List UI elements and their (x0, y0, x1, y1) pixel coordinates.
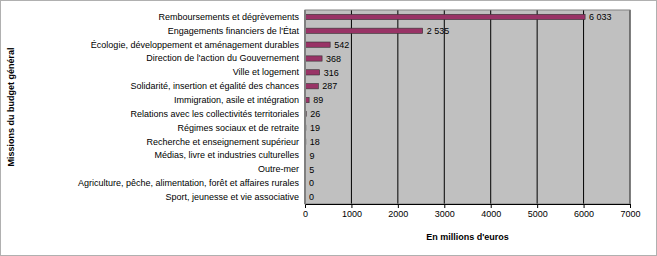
bar (305, 70, 320, 75)
y-tick: Engagements financiers de l'État (168, 26, 300, 36)
x-tick-label: 3000 (435, 209, 455, 219)
x-tick: 1000 (342, 204, 362, 219)
y-tick-label: Médias, livre et industries culturelles (154, 150, 299, 160)
y-tick-label: Sport, jeunesse et vie associative (165, 192, 299, 202)
data-label: 5 (309, 165, 314, 175)
y-tick: Médias, livre et industries culturelles (154, 150, 299, 160)
y-axis-title: Missions du budget général (6, 47, 16, 166)
x-tick-mark (444, 204, 445, 208)
data-label: 368 (326, 54, 341, 64)
bar (305, 14, 585, 19)
grid-line (490, 10, 491, 204)
data-label: 287 (322, 81, 337, 91)
y-tick: Ville et logement (233, 67, 300, 77)
grid-line (444, 10, 445, 204)
outer-frame (1, 1, 657, 256)
plot: 6 0332 535542368316287892619189500010002… (78, 10, 640, 219)
bar (305, 28, 423, 33)
y-tick: Outre-mer (258, 164, 299, 174)
y-tick: Régimes sociaux et de retraite (177, 123, 299, 133)
x-tick: 6000 (574, 204, 594, 219)
x-tick: 0 (303, 204, 308, 219)
data-label: 0 (309, 192, 314, 202)
x-tick-mark (630, 204, 631, 208)
x-tick-label: 5000 (528, 209, 548, 219)
bar (305, 84, 318, 89)
grid-line (397, 10, 398, 204)
data-label: 0 (309, 178, 314, 188)
y-tick-label: Écologie, développement et aménagement d… (91, 40, 300, 50)
y-tick-label: Immigration, asile et intégration (174, 95, 299, 105)
y-tick-label: Relations avec les collectivités territo… (130, 109, 299, 119)
data-labels: 6 033 2 535 542 368 316 287 89 26 19 18 9 5 0 0 (309, 12, 612, 202)
x-axis-line (306, 205, 631, 209)
x-tick: 5000 (528, 204, 548, 219)
data-label: 89 (313, 95, 323, 105)
x-tick-mark (491, 204, 492, 208)
data-label: 26 (310, 109, 320, 119)
y-tick-label: Régimes sociaux et de retraite (177, 123, 299, 133)
x-tick: 2000 (388, 204, 408, 219)
x-tick-label: 0 (303, 209, 308, 219)
y-tick: Direction de l'action du Gouvernement (146, 53, 299, 63)
bar (305, 56, 322, 61)
plot-border (305, 10, 630, 204)
grid (305, 10, 630, 204)
x-tick-label: 6000 (574, 209, 594, 219)
y-tick: Immigration, asile et intégration (174, 95, 299, 105)
y-tick-label: Recherche et enseignement supérieur (146, 137, 299, 147)
x-tick-mark (398, 204, 399, 208)
y-tick-label: Engagements financiers de l'État (168, 26, 300, 36)
x-tick-label: 4000 (481, 209, 501, 219)
y-tick: Écologie, développement et aménagement d… (91, 40, 300, 50)
plot-background (305, 10, 630, 204)
x-tick: 3000 (435, 204, 455, 219)
x-tick-mark (305, 204, 306, 208)
x-tick-label: 1000 (342, 209, 362, 219)
y-tick: Remboursements et dégrèvements (158, 12, 299, 22)
y-tick-label: Agriculture, pêche, alimentation, forêt … (78, 178, 299, 188)
y-tick: Relations avec les collectivités territo… (130, 109, 299, 119)
x-tick: 7000 (620, 204, 640, 219)
bars (305, 14, 585, 172)
x-tick-mark (351, 204, 352, 208)
x-axis-title: En millions d'euros (426, 232, 509, 242)
y-tick: Recherche et enseignement supérieur (146, 137, 299, 147)
y-tick: Solidarité, insertion et égalité des cha… (130, 81, 299, 91)
bar (305, 42, 330, 47)
data-label: 542 (334, 40, 349, 50)
data-label: 9 (309, 151, 314, 161)
x-tick-mark (537, 204, 538, 208)
y-tick-label: Remboursements et dégrèvements (158, 12, 299, 22)
y-axis-line (305, 11, 306, 205)
y-tick-label: Solidarité, insertion et égalité des cha… (130, 81, 299, 91)
data-label: 316 (324, 68, 339, 78)
x-tick-label: 2000 (388, 209, 408, 219)
y-tick: Sport, jeunesse et vie associative (165, 192, 299, 202)
y-tick-label: Ville et logement (233, 67, 300, 77)
data-label: 18 (310, 137, 320, 147)
x-tick-mark (584, 204, 585, 208)
y-tick: Agriculture, pêche, alimentation, forêt … (78, 178, 299, 188)
grid-line (583, 10, 584, 204)
data-label: 6 033 (589, 12, 612, 22)
y-tick-label: Direction de l'action du Gouvernement (146, 53, 299, 63)
data-label: 19 (310, 123, 320, 133)
y-tick-label: Outre-mer (258, 164, 299, 174)
x-tick: 4000 (481, 204, 501, 219)
grid-line (351, 10, 352, 204)
grid-line (537, 10, 538, 204)
x-tick-label: 7000 (620, 209, 640, 219)
y-axis: Remboursements et dégrèvements Engagement… (78, 11, 305, 205)
x-axis: 0 1000 2000 3000 4000 5000 6000 7000 (303, 204, 641, 219)
data-label: 2 535 (427, 26, 450, 36)
